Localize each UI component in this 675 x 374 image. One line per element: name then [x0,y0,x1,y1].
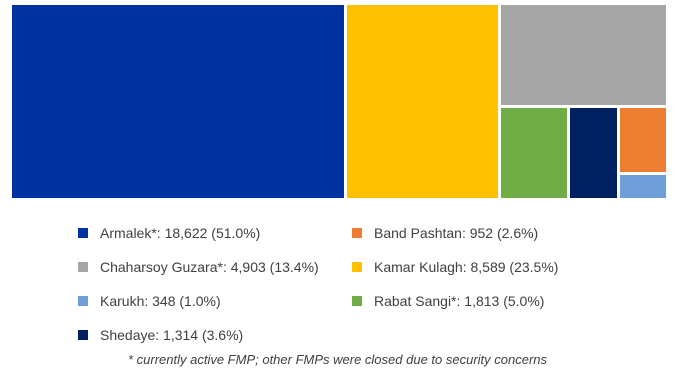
legend-item-shedaye: Shedaye: 1,314 (3.6%) [78,327,243,343]
legend-item-karukh: Karukh: 348 (1.0%) [78,293,221,309]
treemap-cell-band-pashtan [620,107,667,172]
treemap-cell-armalek [11,5,344,198]
legend-item-armalek: Armalek*: 18,622 (51.0%) [78,225,260,241]
legend-label: Band Pashtan: 952 (2.6%) [374,225,539,241]
legend-label: Chaharsoy Guzara*: 4,903 (13.4%) [100,259,319,275]
legend-item-chaharsoy-guzara: Chaharsoy Guzara*: 4,903 (13.4%) [78,259,319,275]
legend-swatch [352,262,362,272]
treemap-cell-rabat-sangi [501,107,568,198]
legend-swatch [78,262,88,272]
legend-swatch [78,330,88,340]
treemap-cell-chaharsoy-guzara [501,5,667,105]
treemap-chart [10,5,668,198]
legend-swatch [352,296,362,306]
legend-label: Armalek*: 18,622 (51.0%) [100,225,261,241]
legend-item-rabat-sangi: Rabat Sangi*: 1,813 (5.0%) [352,293,544,309]
legend-swatch [78,296,88,306]
legend-swatch [352,228,362,238]
treemap-cell-karukh [620,174,667,198]
legend-label: Rabat Sangi*: 1,813 (5.0%) [374,293,545,309]
treemap-cell-kamar-kulagh [346,5,499,198]
legend-label: Shedaye: 1,314 (3.6%) [100,327,244,343]
legend-label: Karukh: 348 (1.0%) [100,293,221,309]
treemap-cell-shedaye [570,107,618,198]
legend-swatch [78,228,88,238]
legend-label: Kamar Kulagh: 8,589 (23.5%) [374,259,559,275]
legend-item-kamar-kulagh: Kamar Kulagh: 8,589 (23.5%) [352,259,558,275]
footnote: * currently active FMP; other FMPs were … [127,352,548,367]
legend-item-band-pashtan: Band Pashtan: 952 (2.6%) [352,225,538,241]
